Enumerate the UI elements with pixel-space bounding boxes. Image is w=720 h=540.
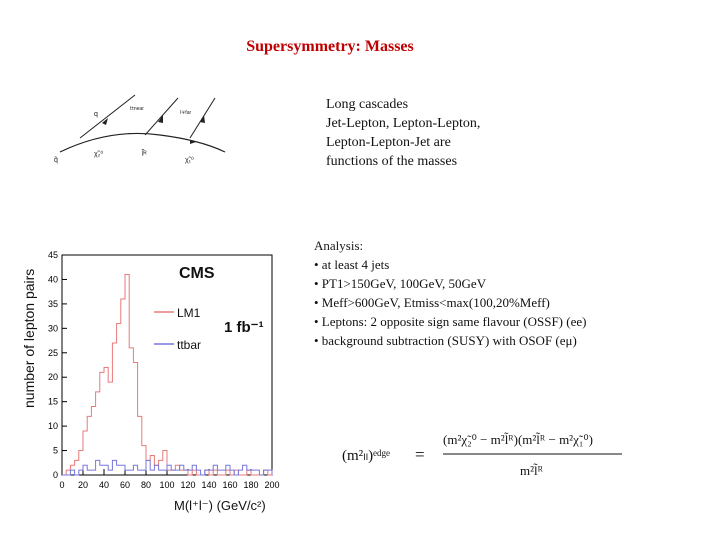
equation-denominator: m²l̃ᴿ: [520, 463, 544, 478]
y-tick-label: 15: [48, 397, 58, 407]
x-axis-label: M(l⁺l⁻) (GeV/c²): [174, 498, 266, 513]
y-tick-label: 25: [48, 348, 58, 358]
x-tick-label: 40: [99, 480, 109, 490]
chart-title: CMS: [179, 265, 215, 282]
equation-equals: =: [415, 445, 425, 464]
y-tick-label: 45: [48, 250, 58, 260]
x-tick-label: 0: [59, 480, 64, 490]
y-tick-label: 35: [48, 299, 58, 309]
arrow-2: [158, 115, 163, 123]
analysis-bullet: • background subtraction (SUSY) with OSO…: [314, 333, 577, 348]
legend-label-LM1: LM1: [177, 306, 201, 320]
analysis-text: Analysis: • at least 4 jets • PT1>150GeV…: [314, 236, 586, 350]
x-tick-label: 60: [120, 480, 130, 490]
arrow-4: [190, 140, 196, 144]
analysis-bullet: • Meff>600GeV, Etmiss<max(100,20%Meff): [314, 295, 550, 310]
cascade-diagram: q q̃ χ̃₂⁰ l̃ᴿ χ̃₁⁰ l±near l∓far: [54, 94, 226, 164]
x-tick-label: 80: [141, 480, 151, 490]
plot-frame: [61, 254, 273, 476]
quark-line: [79, 94, 136, 139]
y-tick-label: 40: [48, 274, 58, 284]
legend-label-ttbar: ttbar: [177, 338, 201, 352]
arrow-1: [102, 118, 108, 125]
mass-histogram: 0 5 10 15 20 25 30 35 40 45 0 20 40 60 80 100 120 140 160…: [21, 250, 280, 513]
edge-equation: (m²ₗₗ)ᵉᵈᵍᵉ = (m²χ̃₂⁰ − m²l̃ᴿ)(m²l̃ᴿ − m²…: [342, 432, 622, 478]
diagram-label-chi1: χ̃₁⁰: [185, 156, 194, 164]
x-tick-label: 20: [78, 480, 88, 490]
y-tick-label: 30: [48, 323, 58, 333]
x-tick-label: 180: [243, 480, 258, 490]
x-tick-label: 100: [159, 480, 174, 490]
description-line: functions of the masses: [326, 154, 458, 169]
description-text: Long cascades Jet-Lepton, Lepton-Lepton,…: [326, 95, 480, 171]
analysis-bullet: • at least 4 jets: [314, 257, 390, 272]
x-tick-label: 120: [180, 480, 195, 490]
y-tick-label: 10: [48, 421, 58, 431]
diagram-label-slepton: l̃ᴿ: [141, 150, 148, 158]
diagram-label-chi2: χ̃₂⁰: [94, 150, 103, 158]
analysis-bullet: • Leptons: 2 opposite sign same flavour …: [314, 314, 587, 329]
y-tick-label: 5: [53, 446, 58, 456]
description-line: Lepton-Lepton-Jet are: [326, 135, 451, 150]
y-tick-label: 0: [53, 470, 58, 480]
equation-lhs: (m²ₗₗ)ᵉᵈᵍᵉ: [342, 448, 390, 464]
diagram-label-squark: q̃: [54, 157, 58, 164]
diagram-label-q: q: [94, 111, 98, 118]
luminosity-annotation: 1 fb⁻¹: [224, 319, 264, 336]
description-line: Jet-Lepton, Lepton-Lepton,: [326, 116, 481, 131]
x-tick-label: 200: [264, 480, 279, 490]
diagram-label-lfar: l∓far: [180, 110, 191, 116]
y-axis-label: number of lepton pairs: [21, 269, 37, 408]
description-line: Long cascades: [326, 97, 409, 112]
x-tick-label: 160: [222, 480, 237, 490]
diagram-label-lnear: l±near: [130, 106, 144, 112]
page-title: Supersymmetry: Masses: [246, 38, 414, 55]
analysis-heading: Analysis:: [314, 238, 364, 253]
series-line-LM1: [62, 274, 272, 476]
lepton-near-line: [144, 97, 179, 136]
main-line: [59, 132, 226, 153]
x-tick-label: 140: [201, 480, 216, 490]
analysis-bullet: • PT1>150GeV, 100GeV, 50GeV: [314, 276, 487, 291]
series-line-ttbar: [62, 459, 273, 476]
arrow-3: [200, 115, 205, 123]
equation-numerator: (m²χ̃₂⁰ − m²l̃ᴿ)(m²l̃ᴿ − m²χ̃₁⁰): [443, 432, 593, 447]
y-tick-label: 20: [48, 372, 58, 382]
